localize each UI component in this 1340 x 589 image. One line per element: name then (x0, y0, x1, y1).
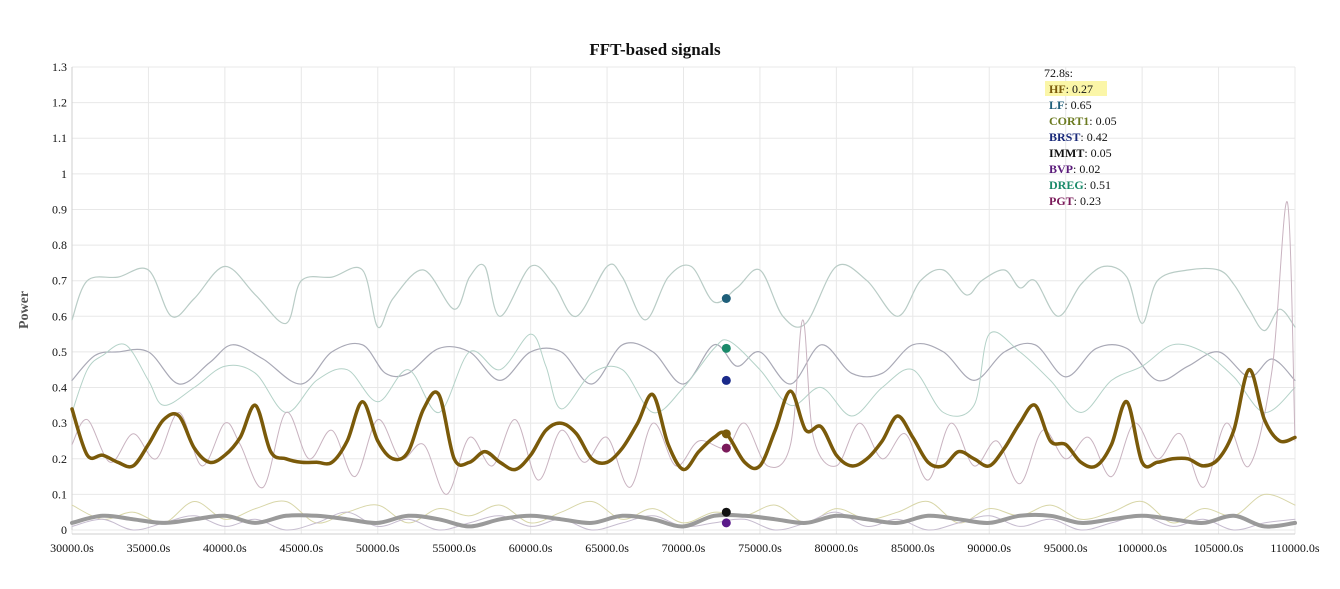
hover-entry-value: : 0.42 (1080, 130, 1107, 144)
hover-dot-hf (721, 429, 731, 439)
x-tick-label: 70000.0s (662, 541, 706, 555)
y-tick-label: 0.1 (52, 487, 67, 501)
hover-entry-brst: BRST: 0.42 (1049, 130, 1108, 144)
hover-entry-cort1: CORT1: 0.05 (1049, 114, 1117, 128)
hover-entry-name: BVP (1049, 162, 1073, 176)
hover-entry-immt: IMMT: 0.05 (1049, 146, 1112, 160)
x-tick-label: 90000.0s (967, 541, 1011, 555)
hover-entry-name: DREG (1049, 178, 1084, 192)
hover-dot-brst (721, 375, 731, 385)
y-tick-label: 0.4 (52, 381, 67, 395)
x-tick-label: 110000.0s (1270, 541, 1320, 555)
hover-entry-name: PGT (1049, 194, 1074, 208)
series-line-immt (70, 512, 1297, 529)
series-line-cort1 (71, 493, 1296, 524)
axes (71, 67, 1295, 535)
hover-entry-value: : 0.51 (1084, 178, 1111, 192)
hover-entry-hf: HF: 0.27 (1049, 82, 1093, 96)
hover-entry-name: BRST (1049, 130, 1080, 144)
y-tick-label: 1.1 (52, 131, 67, 145)
hover-highlight (1045, 81, 1107, 96)
x-tick-label: 100000.0s (1117, 541, 1167, 555)
hover-dot-bvp (721, 518, 731, 528)
y-tick-label: 0.8 (52, 238, 67, 252)
y-tick-label: 0.7 (52, 274, 67, 288)
x-tick-label: 65000.0s (585, 541, 629, 555)
series-line-lf (71, 263, 1296, 332)
hover-time-label: 72.8s: (1044, 66, 1073, 80)
series-lines (70, 201, 1297, 531)
hover-entry-value: : 0.02 (1073, 162, 1100, 176)
series-line-brst (71, 342, 1296, 385)
hover-cursor (721, 294, 731, 528)
y-tick-label: 1.3 (52, 60, 67, 74)
x-tick-label: 50000.0s (356, 541, 400, 555)
y-tick-label: 0.3 (52, 416, 67, 430)
hover-dot-pgt (721, 443, 731, 453)
grid: 30000.0s 35000.0s 40000.0s 45000.0s 50000.0s… (50, 60, 1320, 555)
hover-entry-pgt: PGT: 0.23 (1049, 194, 1101, 208)
x-tick-label: 85000.0s (891, 541, 935, 555)
x-tick-label: 35000.0s (127, 541, 171, 555)
y-tick-label: 0 (61, 523, 67, 537)
x-tick-label: 75000.0s (738, 541, 782, 555)
series-line-hf (70, 367, 1297, 472)
hover-entry-name: LF (1049, 98, 1064, 112)
y-tick-label: 0.9 (52, 202, 67, 216)
hover-entry-dreg: DREG: 0.51 (1049, 178, 1111, 192)
hover-entry-value: : 0.05 (1089, 114, 1116, 128)
chart-title: FFT-based signals (589, 40, 721, 59)
x-tick-label: 95000.0s (1044, 541, 1088, 555)
y-tick-label: 1 (61, 167, 67, 181)
x-tick-label: 80000.0s (815, 541, 859, 555)
y-tick-label: 0.5 (52, 345, 67, 359)
hover-dot-dreg (721, 343, 731, 353)
y-tick-label: 0.2 (52, 452, 67, 466)
hover-entry-name: IMMT (1049, 146, 1084, 160)
x-tick-label: 45000.0s (279, 541, 323, 555)
x-tick-label: 30000.0s (50, 541, 94, 555)
hover-entry-value: : 0.65 (1064, 98, 1091, 112)
hover-entry-name: HF (1049, 82, 1066, 96)
hover-entry-lf: LF: 0.65 (1049, 98, 1092, 112)
x-tick-label: 55000.0s (432, 541, 476, 555)
x-tick-label: 60000.0s (509, 541, 553, 555)
hover-entry-value: : 0.05 (1084, 146, 1111, 160)
hover-dot-lf (721, 294, 731, 303)
hover-entry-name: CORT1 (1049, 114, 1089, 128)
hover-dot-immt (721, 507, 731, 517)
hover-entry-value: : 0.27 (1066, 82, 1093, 96)
y-axis-label: Power (17, 291, 32, 329)
x-tick-label: 105000.0s (1194, 541, 1244, 555)
x-tick-label: 40000.0s (203, 541, 247, 555)
series-line-dreg (71, 331, 1296, 417)
hover-entry-bvp: BVP: 0.02 (1049, 162, 1100, 176)
hover-entry-value: : 0.23 (1074, 194, 1101, 208)
y-tick-label: 1.2 (52, 96, 67, 110)
y-tick-label: 0.6 (52, 309, 67, 323)
